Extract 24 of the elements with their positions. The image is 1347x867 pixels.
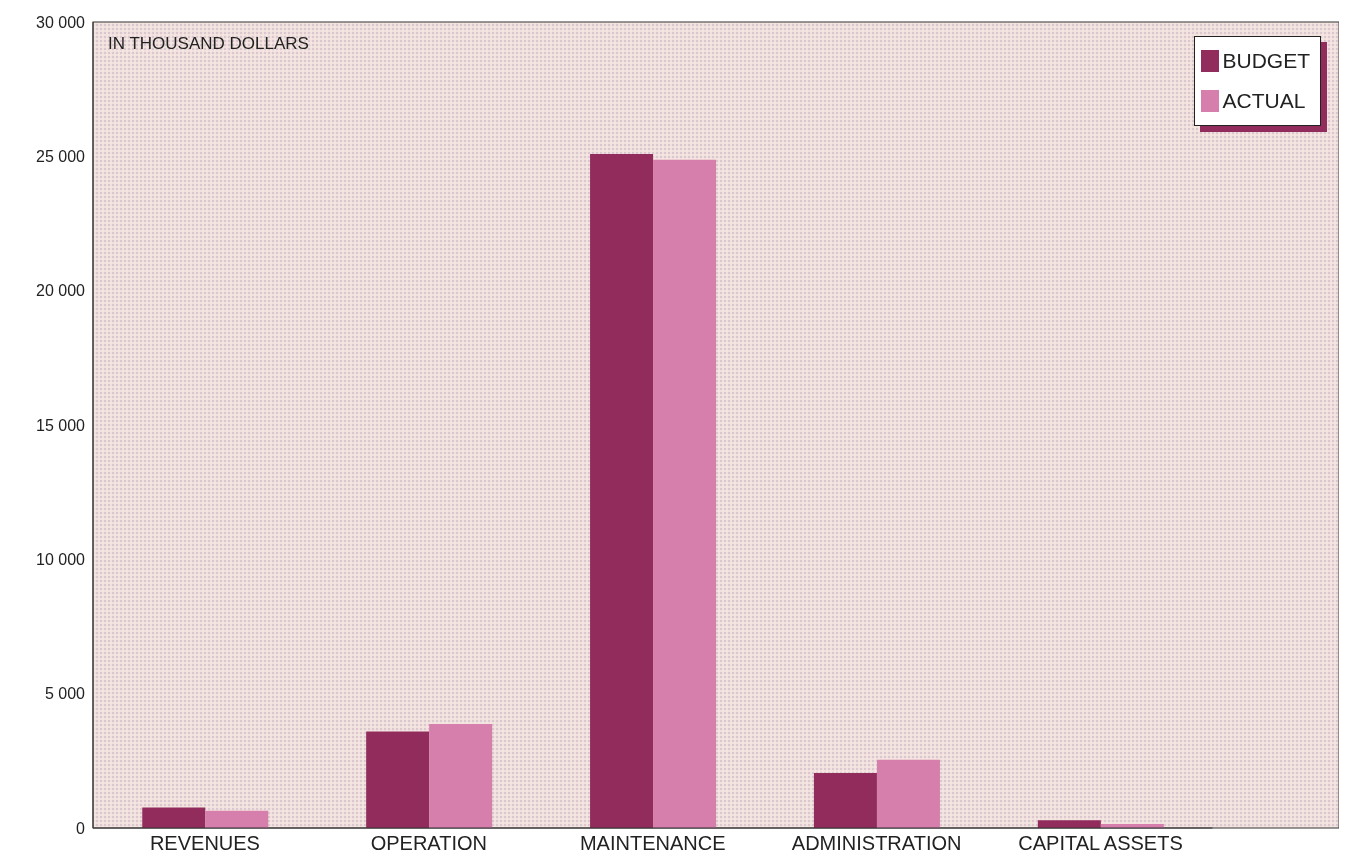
bar [590,153,654,828]
bar [142,807,206,828]
y-tick-label: 15 000 [36,416,86,434]
bar [876,759,940,828]
bar [1037,820,1101,828]
bar [429,724,493,828]
bar [205,810,269,828]
annotation: IN THOUSAND DOLLARS [108,34,309,54]
bar [366,731,430,828]
x-tick-label: OPERATION [370,832,487,855]
legend-label: ACTUAL [1222,88,1306,114]
y-tick-label: 10 000 [36,551,86,569]
y-tick-label: 0 [76,819,86,837]
y-tick-label: 30 000 [36,13,86,31]
y-tick-label: 5 000 [44,685,86,703]
legend-label: BUDGET [1222,48,1310,74]
y-tick-label: 25 000 [36,148,86,166]
x-tick-label: MAINTENANCE [579,832,726,855]
bar [813,772,877,828]
x-tick-label: REVENUES [149,832,260,855]
x-tick-label: CAPITAL ASSETS [1018,832,1183,855]
y-tick-label: 20 000 [36,282,86,300]
x-tick-label: ADMINISTRATION [791,832,962,855]
bar [653,159,717,828]
